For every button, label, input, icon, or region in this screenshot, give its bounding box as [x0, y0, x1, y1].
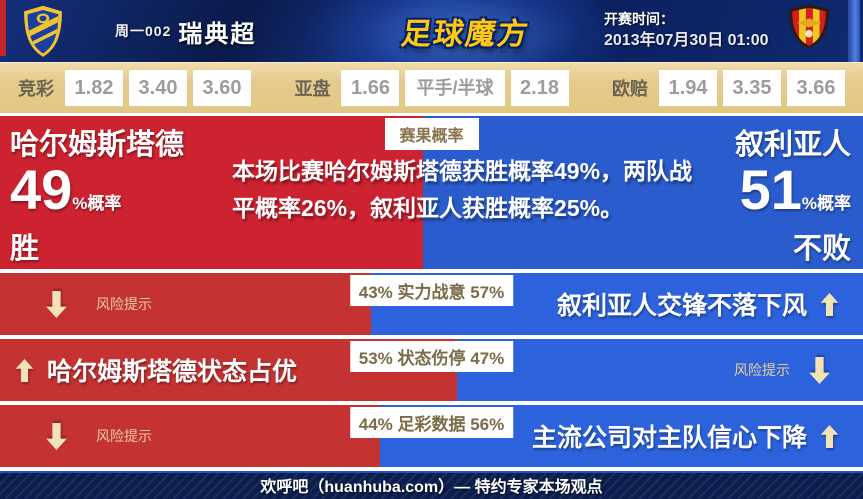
kickoff-time: 2013年07月30日 01:00 [604, 32, 769, 49]
kickoff-info: 开赛时间： 2013年07月30日 01:00 [604, 9, 769, 51]
risk-hint: 风险提示 [457, 339, 863, 401]
odds-value: 1.82 [65, 70, 123, 106]
factor-headline-text: 叙利亚人交锋不落下风 [556, 292, 807, 320]
away-probability-block: 叙利亚人 51 %概率 不败 [422, 116, 863, 269]
match-title: 周一002 瑞典超 [115, 0, 256, 62]
risk-hint-label: 风险提示 [734, 362, 790, 378]
odds-group-oupei: 欧赔 1.94 3.35 3.66 [612, 70, 845, 106]
away-probability: 51 %概率 [423, 158, 851, 231]
factor-row-strength: 风险提示 叙利亚人交锋不落下风 43% 实力战意 57% [0, 273, 863, 335]
away-percent-unit: %概率 [801, 194, 851, 213]
match-summary-text: 本场比赛哈尔姆斯塔德获胜概率49%，两队战平概率26%，叙利亚人获胜概率25%。 [232, 158, 693, 221]
factor-label: 43% 实力战意 57% [349, 275, 514, 306]
factor-row-pools-data: 风险提示 主流公司对主队信心下降 44% 足彩数据 56% [0, 405, 863, 467]
home-factor-bar: 风险提示 [0, 405, 380, 467]
result-probability-section: 哈尔姆斯塔德 49 %概率 胜 叙利亚人 51 %概率 不败 赛果概率 本场比赛… [0, 116, 863, 269]
risk-hint-label: 风险提示 [96, 428, 152, 444]
factor-headline-text: 哈尔姆斯塔德状态占优 [47, 358, 298, 386]
risk-hint-label: 风险提示 [96, 296, 152, 312]
home-team-name: 哈尔姆斯塔德 [10, 129, 185, 161]
brand-logo: 足球魔方 [366, 9, 566, 53]
down-arrow-icon [46, 290, 67, 318]
odds-group-label: 欧赔 [611, 79, 648, 99]
odds-value: 3.35 [722, 70, 781, 106]
match-header: 周一002 瑞典超 足球魔方 开赛时间： 2013年07月30日 01:00 [0, 0, 863, 62]
factor-row-form: 哈尔姆斯塔德状态占优 风险提示 53% 状态伤停 47% [0, 339, 863, 401]
home-probability: 49 %概率 [10, 158, 423, 231]
left-edge-accent [0, 0, 6, 56]
away-outcome: 不败 [792, 233, 851, 265]
up-arrow-icon [15, 358, 34, 382]
odds-group-label: 竞彩 [18, 79, 54, 99]
factor-headline: 叙利亚人交锋不落下风 [371, 273, 863, 335]
odds-value: 1.66 [341, 70, 400, 106]
home-team-crest-icon [24, 5, 62, 57]
odds-group-jingcai: 竞彩 1.82 3.40 3.60 [18, 70, 251, 106]
factor-label: 44% 足彩数据 56% [349, 407, 514, 438]
section-badge: 赛果概率 [384, 118, 479, 150]
match-number: 周一002 [115, 23, 172, 39]
home-outcome: 胜 [10, 233, 40, 265]
league-name: 瑞典超 [178, 20, 257, 48]
kickoff-label: 开赛时间： [604, 11, 674, 27]
away-factor-bar: 风险提示 [457, 339, 863, 401]
odds-value: 2.18 [510, 70, 569, 106]
home-factor-bar: 风险提示 [0, 273, 372, 335]
right-edge-accent [848, 0, 860, 62]
footer-banner[interactable]: 欢呼吧（huanhuba.com）— 特约专家本场观点 [0, 471, 863, 499]
home-percent: 49 [10, 158, 73, 221]
brand-logo-text: 足球魔方 [399, 18, 532, 51]
down-arrow-icon [809, 356, 830, 384]
footer-text: 欢呼吧（huanhuba.com）— 特约专家本场观点 [260, 479, 603, 496]
odds-value: 3.40 [129, 70, 187, 106]
home-percent-unit: %概率 [72, 194, 122, 213]
odds-group-label: 亚盘 [294, 79, 331, 99]
factor-headline-text: 主流公司对主队信心下降 [531, 424, 807, 452]
away-percent: 51 [739, 158, 802, 221]
down-arrow-icon [46, 422, 67, 450]
away-team-crest-icon [789, 4, 829, 49]
odds-value: 3.60 [193, 70, 251, 106]
up-arrow-icon [820, 292, 839, 316]
factor-headline: 主流公司对主队信心下降 [380, 405, 863, 467]
odds-group-yapan: 亚盘 1.66 平手/半球 2.18 [294, 70, 569, 106]
odds-value: 3.66 [786, 70, 845, 106]
home-probability-block: 哈尔姆斯塔德 49 %概率 胜 [0, 116, 423, 269]
factor-label: 53% 状态伤停 47% [349, 341, 514, 372]
odds-bar: 竞彩 1.82 3.40 3.60 亚盘 1.66 平手/半球 2.18 欧赔 … [0, 62, 863, 113]
risk-hint: 风险提示 [0, 273, 371, 335]
odds-handicap: 平手/半球 [405, 70, 505, 106]
odds-value: 1.94 [658, 70, 717, 106]
up-arrow-icon [820, 424, 839, 448]
risk-hint: 风险提示 [0, 405, 380, 467]
factor-headline: 哈尔姆斯塔德状态占优 [0, 339, 457, 401]
away-team-name: 叙利亚人 [734, 129, 851, 161]
